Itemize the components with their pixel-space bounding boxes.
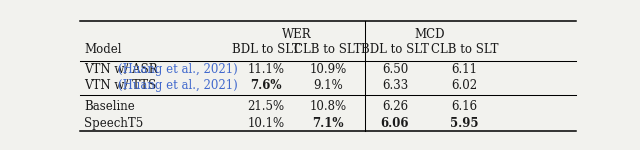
Text: 9.1%: 9.1%	[313, 79, 343, 92]
Text: VTN w/ TTS: VTN w/ TTS	[84, 79, 160, 92]
Text: 5.95: 5.95	[450, 117, 479, 130]
Text: Baseline: Baseline	[84, 100, 134, 113]
Text: BDL to SLT: BDL to SLT	[361, 43, 429, 56]
Text: BDL to SLT: BDL to SLT	[232, 43, 300, 56]
Text: 10.1%: 10.1%	[248, 117, 285, 130]
Text: 6.50: 6.50	[382, 63, 408, 76]
Text: 7.1%: 7.1%	[312, 117, 344, 130]
Text: Model: Model	[84, 43, 122, 56]
Text: 11.1%: 11.1%	[248, 63, 285, 76]
Text: 6.02: 6.02	[451, 79, 477, 92]
Text: VTN w/ ASR: VTN w/ ASR	[84, 63, 161, 76]
Text: SpeechT5: SpeechT5	[84, 117, 143, 130]
Text: CLB to SLT: CLB to SLT	[294, 43, 362, 56]
Text: 7.6%: 7.6%	[250, 79, 282, 92]
Text: MCD: MCD	[415, 28, 445, 41]
Text: 6.26: 6.26	[382, 100, 408, 113]
Text: 10.9%: 10.9%	[309, 63, 347, 76]
Text: 21.5%: 21.5%	[248, 100, 285, 113]
Text: 6.06: 6.06	[381, 117, 409, 130]
Text: (Huang et al., 2021): (Huang et al., 2021)	[118, 79, 237, 92]
Text: WER: WER	[282, 28, 312, 41]
Text: CLB to SLT: CLB to SLT	[431, 43, 498, 56]
Text: 6.16: 6.16	[451, 100, 477, 113]
Text: 6.11: 6.11	[451, 63, 477, 76]
Text: (Huang et al., 2021): (Huang et al., 2021)	[118, 63, 237, 76]
Text: 6.33: 6.33	[382, 79, 408, 92]
Text: 10.8%: 10.8%	[309, 100, 347, 113]
